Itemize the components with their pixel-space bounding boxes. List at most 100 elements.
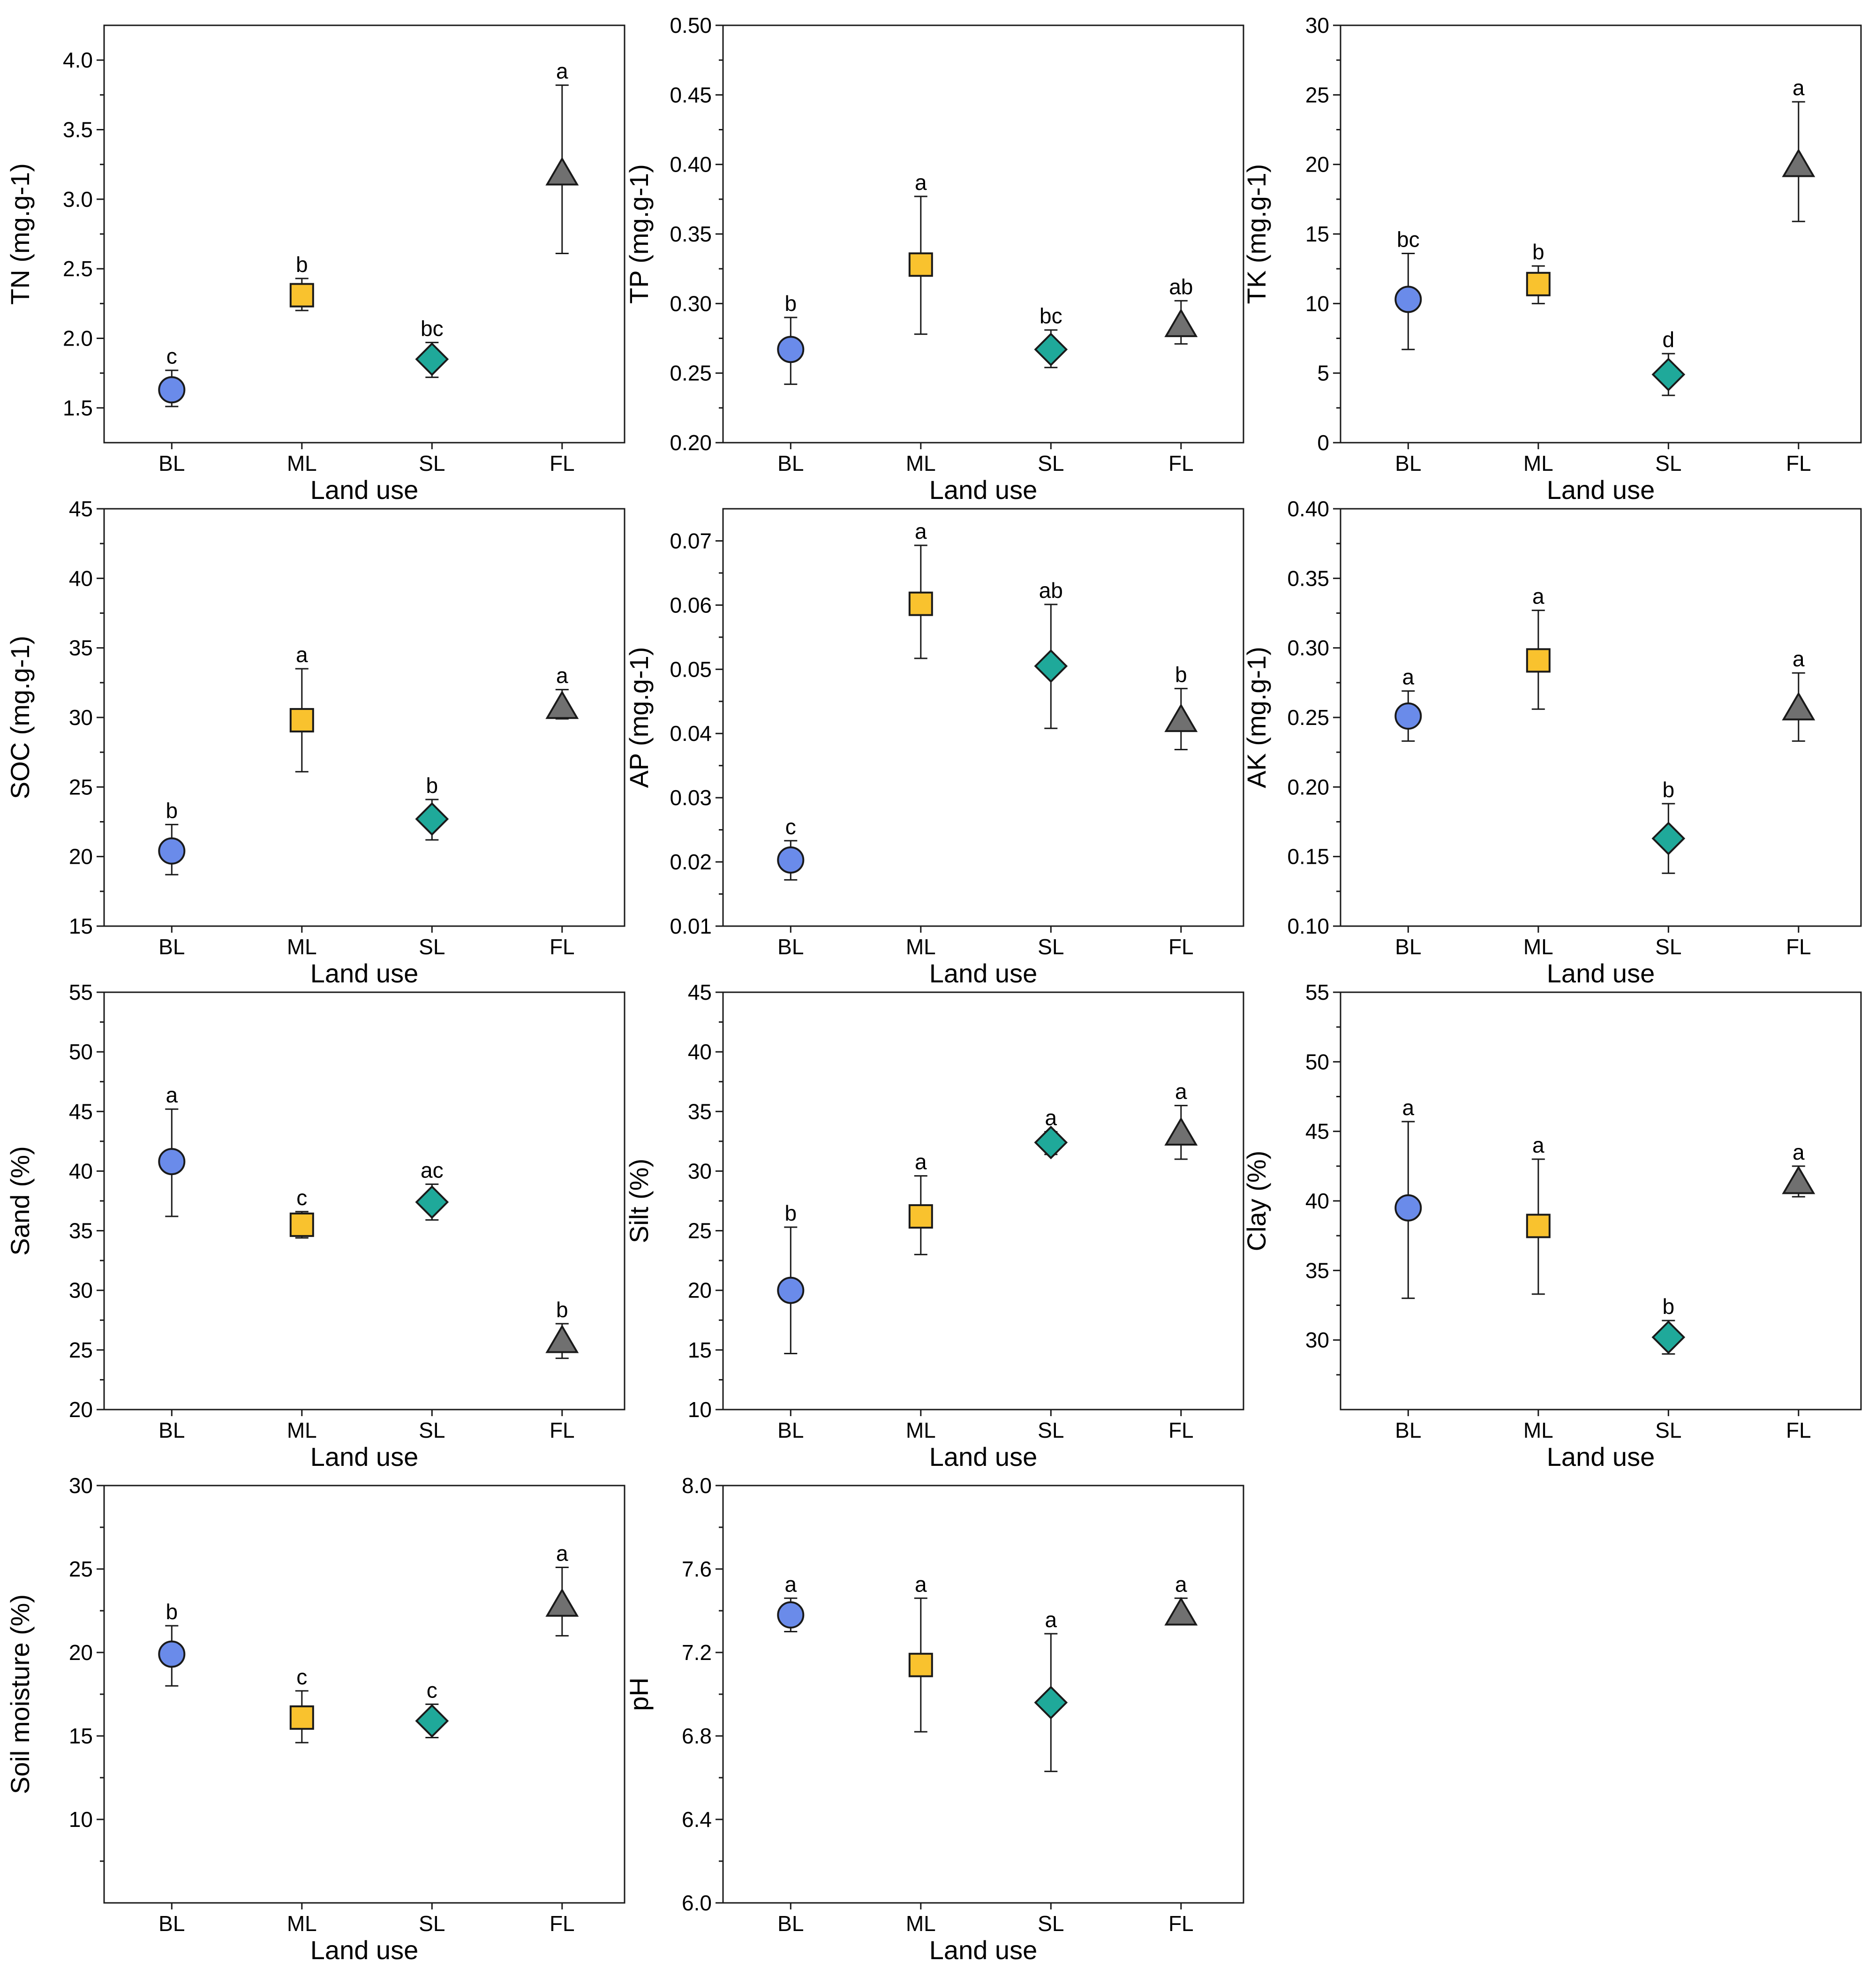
- x-tick-label: SL: [1038, 451, 1064, 475]
- plot-frame: [103, 991, 625, 1411]
- significance-letter: a: [1175, 1572, 1187, 1596]
- marker-circle: [777, 336, 805, 363]
- x-axis-title: Land use: [310, 1935, 418, 1965]
- plot-frame: [722, 991, 1244, 1411]
- x-tick-label: SL: [1655, 1418, 1681, 1442]
- chart-panel-tk: 0 5 10 15 20 25 30 TK (mg.g-1) Land use BL bc ML b SL…: [1242, 13, 1862, 505]
- significance-letter: a: [1045, 1607, 1057, 1632]
- y-axis-title: AP (mg.g-1): [624, 647, 654, 788]
- significance-letter: a: [1532, 1133, 1544, 1157]
- plot-frame: [103, 1485, 625, 1904]
- y-tick-label: 20: [1305, 152, 1329, 177]
- y-tick-label: 30: [688, 1159, 712, 1183]
- x-tick-label: FL: [550, 935, 575, 959]
- marker-diamond: [415, 802, 449, 836]
- y-tick-label: 25: [69, 1557, 93, 1581]
- marker-square: [1526, 1214, 1551, 1238]
- marker-circle: [1394, 286, 1422, 313]
- y-axis-title: Clay (%): [1242, 1151, 1271, 1252]
- significance-letter: a: [915, 1150, 927, 1174]
- x-axis-title: Land use: [310, 958, 418, 988]
- significance-letter: a: [1045, 1106, 1057, 1130]
- x-tick-label: FL: [550, 1418, 575, 1442]
- chart-panel-soil: 10 15 20 25 30 Soil moisture (%) Land use BL b ML…: [5, 1473, 625, 1965]
- significance-letter: a: [1793, 75, 1805, 100]
- x-tick-label: SL: [1655, 451, 1681, 475]
- y-axis-title: TP (mg.g-1): [624, 164, 654, 304]
- y-tick-label: 2.0: [63, 326, 93, 351]
- y-tick-label: 20: [69, 845, 93, 869]
- significance-letter: b: [166, 1599, 178, 1624]
- significance-letter: a: [915, 1572, 927, 1596]
- marker-circle: [1394, 702, 1422, 730]
- x-axis-title: Land use: [310, 1442, 418, 1471]
- y-tick-label: 0.10: [1287, 914, 1329, 938]
- x-tick-label: ML: [287, 1911, 317, 1936]
- x-tick-label: BL: [777, 935, 804, 959]
- y-tick-label: 0.07: [670, 528, 712, 553]
- x-tick-label: FL: [550, 451, 575, 475]
- y-tick-label: 45: [688, 980, 712, 1004]
- plot-frame: [722, 508, 1244, 927]
- x-tick-label: SL: [419, 451, 445, 475]
- y-tick-label: 7.2: [682, 1640, 712, 1665]
- chart-panel-ap: 0.01 0.02 0.03 0.04 0.05 0.06 0.07 AP (mg.g-1) L…: [624, 508, 1244, 988]
- marker-square: [908, 1204, 933, 1229]
- y-tick-label: 0.01: [670, 914, 712, 938]
- x-tick-label: ML: [906, 935, 936, 959]
- x-tick-label: ML: [1523, 1418, 1553, 1442]
- x-tick-label: BL: [1395, 1418, 1421, 1442]
- y-axis-title: pH: [624, 1677, 654, 1711]
- marker-square: [908, 591, 933, 616]
- y-tick-label: 25: [1305, 83, 1329, 107]
- marker-diamond: [415, 1704, 449, 1738]
- y-axis-title: TK (mg.g-1): [1242, 164, 1271, 304]
- y-tick-label: 40: [69, 566, 93, 590]
- significance-letter: a: [556, 664, 568, 688]
- y-tick-label: 10: [69, 1807, 93, 1832]
- marker-triangle: [545, 690, 579, 719]
- y-tick-label: 3.5: [63, 118, 93, 142]
- marker-diamond: [1034, 332, 1068, 367]
- y-tick-label: 0.30: [1287, 636, 1329, 660]
- y-tick-label: 0.50: [670, 13, 712, 38]
- marker-triangle: [1164, 703, 1198, 732]
- y-tick-label: 5: [1317, 361, 1329, 385]
- x-tick-label: FL: [1168, 1418, 1194, 1442]
- x-tick-label: BL: [1395, 451, 1421, 475]
- y-tick-label: 0.30: [670, 291, 712, 316]
- marker-square: [1526, 272, 1551, 296]
- significance-letter: a: [1402, 1095, 1415, 1120]
- marker-square: [1526, 648, 1551, 673]
- marker-circle: [158, 1640, 186, 1668]
- y-tick-label: 6.8: [682, 1724, 712, 1748]
- significance-letter: a: [296, 642, 308, 667]
- marker-square: [289, 708, 314, 732]
- significance-letter: b: [1663, 1294, 1675, 1319]
- significance-letter: a: [915, 170, 927, 195]
- marker-triangle: [1164, 1597, 1198, 1626]
- marker-diamond: [415, 1185, 449, 1219]
- y-tick-label: 40: [1305, 1189, 1329, 1213]
- y-tick-label: 50: [1305, 1049, 1329, 1074]
- y-axis-title: AK (mg.g-1): [1242, 647, 1271, 788]
- y-tick-label: 2.5: [63, 256, 93, 281]
- y-tick-label: 15: [69, 1724, 93, 1748]
- significance-letter: d: [1663, 327, 1675, 352]
- x-tick-label: SL: [1655, 935, 1681, 959]
- significance-letter: b: [1175, 662, 1187, 687]
- y-tick-label: 20: [688, 1278, 712, 1303]
- marker-triangle: [545, 1324, 579, 1353]
- significance-letter: b: [785, 291, 797, 316]
- x-tick-label: FL: [1168, 1911, 1194, 1936]
- y-tick-label: 25: [688, 1219, 712, 1243]
- significance-letter: a: [1532, 584, 1544, 609]
- significance-letter: b: [1663, 777, 1675, 802]
- x-tick-label: SL: [1038, 1418, 1064, 1442]
- marker-square: [289, 283, 314, 308]
- y-tick-label: 0.20: [1287, 775, 1329, 799]
- x-tick-label: FL: [1168, 935, 1194, 959]
- y-tick-label: 10: [1305, 291, 1329, 316]
- chart-panel-clay: 30 35 40 45 50 55 Clay (%) Land use BL a ML a SL b FL a: [1242, 980, 1862, 1471]
